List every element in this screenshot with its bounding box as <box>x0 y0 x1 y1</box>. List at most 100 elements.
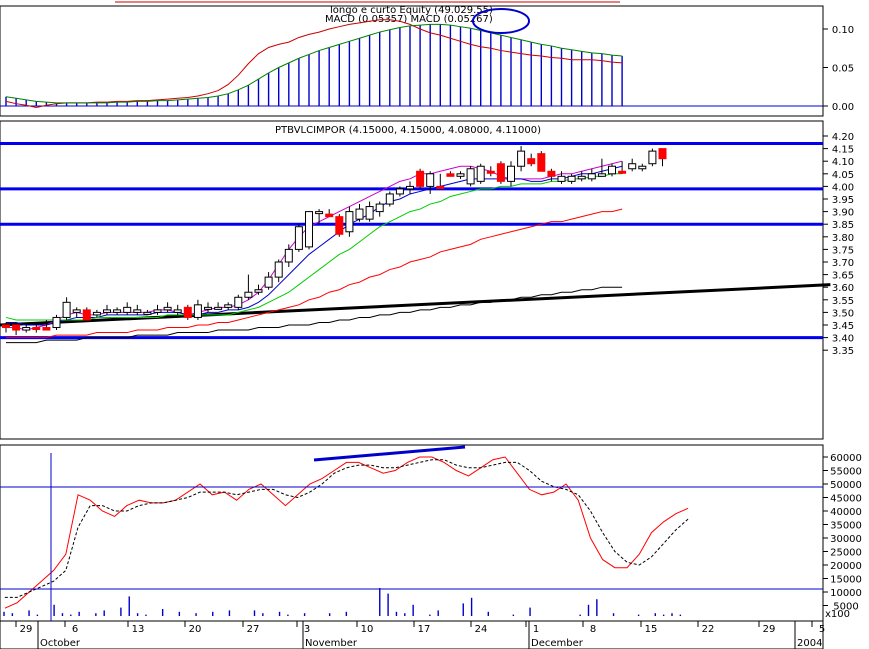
candle <box>103 304 111 315</box>
candle <box>284 244 293 268</box>
date-month-label: 2004 <box>797 638 822 649</box>
candle <box>527 153 536 167</box>
candle-body <box>638 165 647 170</box>
date-day-label: 8 <box>590 624 596 635</box>
candle <box>638 163 647 172</box>
macd-tick-label: 0.00 <box>832 102 854 113</box>
candle-body <box>113 309 122 313</box>
price-tick-label: 3.40 <box>832 334 854 345</box>
candle-body <box>406 185 414 190</box>
candle-body <box>133 309 142 313</box>
candle-body <box>436 185 445 189</box>
candle-body <box>143 311 152 315</box>
candle-body <box>42 327 51 331</box>
candle-body <box>486 170 495 174</box>
candle-body <box>517 150 526 167</box>
moving-average-line <box>5 173 623 321</box>
price-tick-label: 3.60 <box>832 283 854 294</box>
candle-body <box>103 309 111 313</box>
candle <box>305 211 313 250</box>
candle <box>426 171 435 194</box>
candle <box>294 224 303 252</box>
candle <box>32 322 41 333</box>
candle <box>375 201 384 217</box>
divergence-line <box>313 445 466 462</box>
date-day-label: 3 <box>304 624 310 635</box>
candle-body <box>507 165 515 182</box>
moving-average-line <box>6 160 623 331</box>
macd-subtitle: MACD (0.05357) MACD (0.05267) <box>325 14 493 25</box>
candle <box>113 307 122 315</box>
candle <box>123 302 132 315</box>
candle <box>547 168 556 182</box>
candle <box>618 161 627 174</box>
candle <box>62 297 71 320</box>
date-month-label: October <box>40 638 81 649</box>
price-tick-label: 3.75 <box>832 245 854 256</box>
candle <box>577 171 586 182</box>
oscillator-line <box>4 456 689 609</box>
osc-tick-label: 50000 <box>830 480 862 491</box>
price-tick-label: 3.80 <box>832 233 854 244</box>
date-axis-frame <box>0 620 824 649</box>
osc-tick-label: 35000 <box>830 521 862 532</box>
candle-body <box>385 193 394 205</box>
candle-body <box>557 175 566 182</box>
candle-body <box>395 188 404 195</box>
candle <box>204 302 212 313</box>
candle-body <box>355 208 364 220</box>
candle-body <box>365 206 374 220</box>
osc-tick-label: 60000 <box>830 453 862 464</box>
price-tick-label: 4.15 <box>832 145 854 156</box>
date-day-label: 29 <box>763 624 776 635</box>
date-day-label: 10 <box>361 624 374 635</box>
price-tick-label: 3.45 <box>832 321 854 332</box>
candle-body <box>284 248 293 263</box>
macd-series-line <box>5 19 623 109</box>
candle <box>224 302 233 310</box>
date-day-label: 29 <box>20 624 33 635</box>
candle <box>385 191 394 207</box>
candle-body <box>547 170 556 177</box>
candle <box>456 171 465 179</box>
macd-crossover-circle <box>472 8 530 34</box>
candle <box>557 171 566 184</box>
osc-tick-label: 15000 <box>830 575 862 586</box>
candle-body <box>628 163 637 170</box>
candle-body <box>608 165 616 175</box>
price-title: PTBVLCIMPOR (4.15000, 4.15000, 4.08000, … <box>275 125 541 136</box>
candle-body <box>32 327 41 331</box>
candle <box>193 299 202 320</box>
candle <box>537 151 546 172</box>
date-day-label: 5 <box>819 624 825 635</box>
candle <box>567 173 576 184</box>
candle <box>143 309 152 315</box>
candle <box>274 259 283 283</box>
date-day-label: 17 <box>418 624 431 635</box>
candle <box>517 146 526 172</box>
candle-body <box>193 304 202 318</box>
price-tick-label: 3.65 <box>832 271 854 282</box>
candle-body <box>173 309 182 313</box>
candle-body <box>476 165 485 182</box>
candle <box>325 209 334 218</box>
price-tick-label: 3.35 <box>832 346 854 357</box>
candle <box>72 307 81 318</box>
candle-body <box>52 316 61 329</box>
candle <box>507 161 515 187</box>
candle <box>436 173 445 189</box>
candle-body <box>12 324 21 331</box>
candle-body <box>648 150 657 165</box>
candle-body <box>274 261 283 278</box>
candle-body <box>345 211 354 233</box>
date-month-label: November <box>305 638 358 649</box>
candle <box>163 302 172 313</box>
candle <box>244 274 253 300</box>
candle <box>42 319 51 331</box>
candle <box>52 314 61 331</box>
candle-body <box>214 306 223 310</box>
candle-body <box>234 296 243 308</box>
candle-body <box>537 153 546 172</box>
macd-tick-label: 0.05 <box>832 64 854 75</box>
candle-body <box>577 175 586 180</box>
